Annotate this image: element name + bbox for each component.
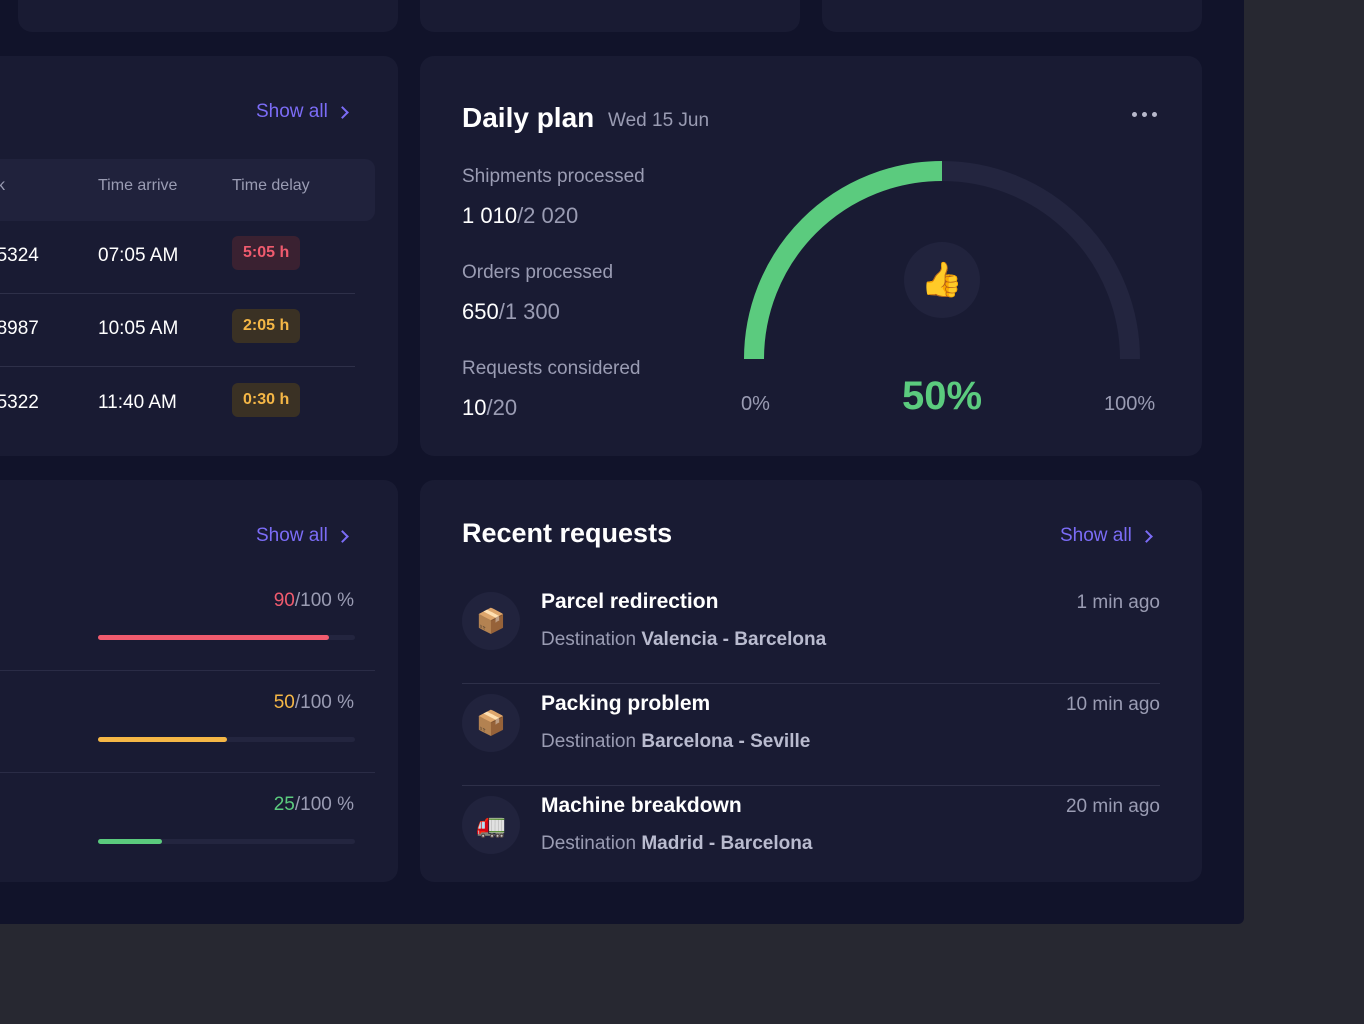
- destination-prefix: Destination: [541, 629, 637, 650]
- progress-value: 90: [273, 590, 295, 611]
- daily-plan-title: Daily plan: [462, 102, 595, 133]
- time-arrive: 07:05 AM: [98, 245, 179, 266]
- package-icon: 📦: [462, 592, 520, 650]
- progress-show-all-link[interactable]: Show all: [256, 525, 349, 547]
- stat-label: Shipments processed: [462, 166, 645, 187]
- track-number: 38987: [0, 318, 39, 339]
- truck-icon: 🚛: [462, 796, 520, 854]
- chevron-right-icon: [1139, 530, 1153, 543]
- stat-value: 1 010/2 020: [462, 203, 578, 229]
- shipments-card: Show all ck Time arrive Time delay 35324…: [0, 56, 398, 456]
- top-card-1: [18, 0, 398, 32]
- request-time: 10 min ago: [1065, 694, 1160, 715]
- destination-prefix: Destination: [541, 833, 637, 854]
- show-all-label: Show all: [256, 101, 328, 122]
- destination-route: Madrid - Barcelona: [641, 833, 813, 854]
- recent-requests-card: Recent requests Show all 📦 Parcel redire…: [420, 480, 1202, 882]
- stat-label: Orders processed: [462, 262, 614, 283]
- chevron-right-icon: [335, 530, 349, 543]
- track-number: 35324: [0, 245, 39, 266]
- progress-value: 50: [273, 692, 295, 713]
- time-arrive: 10:05 AM: [98, 318, 179, 339]
- column-header-time-arrive: Time arrive: [98, 177, 178, 194]
- stat-total: /2 020: [517, 203, 579, 228]
- requests-show-all-link[interactable]: Show all: [1060, 525, 1153, 547]
- progress-value: 25: [273, 794, 295, 815]
- stat-done: 650: [462, 299, 499, 324]
- stat-done: 10: [462, 395, 487, 420]
- table-row[interactable]: 35324 07:05 AM 5:05 h: [0, 221, 355, 294]
- table-header: [0, 159, 375, 221]
- delay-badge: 0:30 h: [232, 383, 301, 417]
- request-title: Packing problem: [541, 692, 711, 715]
- show-all-label: Show all: [1060, 525, 1132, 546]
- stat-total: /20: [486, 395, 518, 420]
- daily-plan-card: Daily plan Wed 15 Jun Shipments processe…: [420, 56, 1202, 456]
- progress-track: [98, 635, 355, 640]
- stat-done: 1 010: [462, 203, 518, 228]
- top-card-2: [420, 0, 800, 32]
- progress-track: [98, 839, 355, 844]
- column-header-time-delay: Time delay: [232, 177, 310, 194]
- request-destination: Destination Madrid - Barcelona: [541, 833, 812, 855]
- request-title: Machine breakdown: [541, 794, 742, 817]
- stat-value: 650/1 300: [462, 299, 560, 325]
- chevron-right-icon: [335, 106, 349, 119]
- list-item[interactable]: 📦 Parcel redirection Destination Valenci…: [462, 582, 1160, 684]
- request-time: 20 min ago: [1065, 796, 1160, 817]
- track-number: 35322: [0, 392, 39, 413]
- gauge-min-label: 0%: [741, 393, 770, 415]
- daily-plan-date: Wed 15 Jun: [608, 110, 710, 131]
- destination-route: Barcelona - Seville: [641, 731, 811, 752]
- progress-total: /100 %: [294, 794, 354, 815]
- shipments-show-all-link[interactable]: Show all: [256, 101, 349, 123]
- table-row[interactable]: 35322 11:40 AM 0:30 h: [0, 368, 355, 441]
- delay-badge: 5:05 h: [232, 236, 301, 270]
- request-title: Parcel redirection: [541, 590, 719, 613]
- gauge-fill: [744, 161, 943, 360]
- list-item[interactable]: 📦 Packing problem Destination Barcelona …: [462, 684, 1160, 786]
- thumbs-up-icon: 👍: [904, 242, 980, 318]
- divider: [0, 670, 375, 671]
- divider: [0, 772, 375, 773]
- progress-total: /100 %: [294, 692, 354, 713]
- destination-prefix: Destination: [541, 731, 637, 752]
- progress-fill: [98, 635, 330, 640]
- destination-route: Valencia - Barcelona: [641, 629, 827, 650]
- list-item[interactable]: 🚛 Machine breakdown Destination Madrid -…: [462, 786, 1160, 882]
- progress-fill: [98, 737, 227, 742]
- progress-total: /100 %: [294, 590, 354, 611]
- gauge-max-label: 100%: [1104, 393, 1156, 415]
- recent-requests-title: Recent requests: [462, 518, 673, 548]
- progress-card: Show all 90/100 % 50/100 % 25/100 %: [0, 480, 398, 882]
- request-time: 1 min ago: [1076, 592, 1160, 613]
- show-all-label: Show all: [256, 525, 328, 546]
- more-horizontal-icon[interactable]: [1128, 108, 1161, 121]
- delay-badge: 2:05 h: [232, 309, 301, 343]
- stat-value: 10/20: [462, 395, 517, 421]
- progress-label: 25/100 %: [274, 794, 354, 816]
- gauge-value-label: 50%: [902, 374, 983, 418]
- table-row[interactable]: 38987 10:05 AM 2:05 h: [0, 294, 355, 367]
- request-destination: Destination Valencia - Barcelona: [541, 629, 826, 651]
- stat-label: Requests considered: [462, 358, 641, 379]
- progress-label: 50/100 %: [274, 692, 354, 714]
- stat-total: /1 300: [498, 299, 560, 324]
- time-arrive: 11:40 AM: [98, 392, 177, 413]
- progress-track: [98, 737, 355, 742]
- progress-label: 90/100 %: [274, 590, 354, 612]
- progress-fill: [98, 839, 163, 844]
- package-icon: 📦: [462, 694, 520, 752]
- top-card-3: [822, 0, 1202, 32]
- progress-gauge: [744, 161, 1140, 360]
- dashboard: Show all ck Time arrive Time delay 35324…: [0, 0, 1244, 924]
- request-destination: Destination Barcelona - Seville: [541, 731, 810, 753]
- column-header-track: ck: [0, 177, 5, 194]
